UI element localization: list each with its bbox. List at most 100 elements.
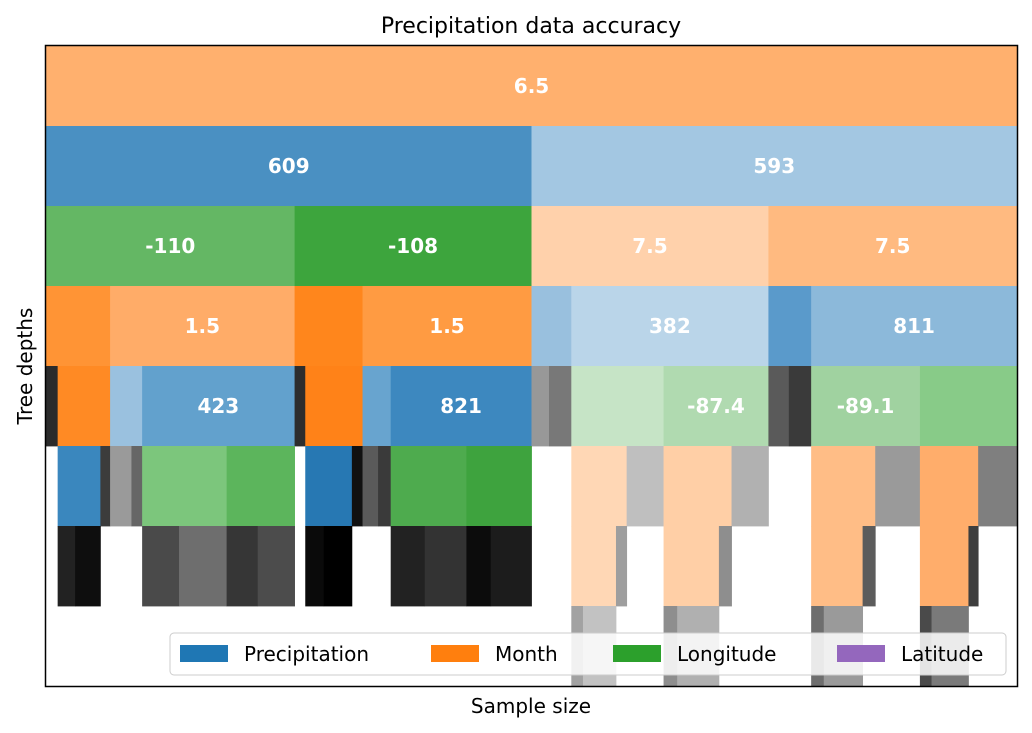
icicle-node-label: 7.5 [875, 234, 910, 258]
icicle-node-d6-59 [390, 526, 426, 607]
icicle-node-d3-12 [571, 286, 769, 367]
icicle-node-d4-24 [548, 366, 572, 447]
legend-label-longitude: Longitude [677, 642, 776, 666]
icicle-node-d6-62 [490, 526, 532, 607]
icicle-node-d5-43 [571, 446, 628, 527]
icicle-node-d3-13 [768, 286, 812, 367]
icicle-node-d6-63 [571, 526, 617, 607]
icicle-node-label: 1.5 [185, 314, 220, 338]
icicle-node-d4-28 [788, 366, 812, 447]
icicle-node-label: 609 [268, 154, 310, 178]
icicle-node-d0-0 [46, 46, 1018, 127]
icicle-node-d5-47 [811, 446, 876, 527]
icicle-node-d3-14 [811, 286, 1018, 367]
legend-swatch-precipitation [180, 645, 228, 662]
icicle-node-label: -89.1 [837, 394, 895, 418]
icicle-node-d2-3 [46, 206, 295, 287]
icicle-node-d6-67 [811, 526, 864, 607]
icicle-node-d6-56 [257, 526, 295, 607]
icicle-node-d6-51 [57, 526, 76, 607]
icicle-node-d5-34 [131, 446, 143, 527]
icicle-node-d3-11 [531, 286, 572, 367]
icicle-node-d6-58 [323, 526, 353, 607]
icicle-node-label: 7.5 [632, 234, 667, 258]
legend-box [169, 632, 1007, 676]
icicle-node-d3-8 [110, 286, 295, 367]
icicle-node-d4-16 [57, 366, 111, 447]
icicle-node-d1-1 [46, 126, 532, 207]
icicle-node-d5-38 [351, 446, 363, 527]
icicle-node-d5-42 [466, 446, 532, 527]
icicle-node-d6-52 [75, 526, 101, 607]
icicle-node-d4-18 [142, 366, 295, 447]
legend-label-latitude: Latitude [901, 642, 983, 666]
icicle-node-label: 1.5 [429, 314, 464, 338]
icicle-node-d6-57 [305, 526, 325, 607]
icicle-node-d4-22 [390, 366, 532, 447]
icicle-node-d6-60 [424, 526, 467, 607]
icicle-node-d4-29 [811, 366, 921, 447]
icicle-node-d5-48 [875, 446, 921, 527]
icicle-node-d5-49 [919, 446, 979, 527]
icicle-node-d2-4 [294, 206, 532, 287]
icicle-node-label: -87.4 [687, 394, 745, 418]
icicle-node-d2-5 [531, 206, 769, 287]
legend-label-precipitation: Precipitation [244, 642, 369, 666]
icicle-node-d5-40 [378, 446, 392, 527]
icicle-node-d5-32 [100, 446, 111, 527]
icicle-node-d4-15 [46, 366, 59, 447]
legend-label-month: Month [495, 642, 558, 666]
icicle-node-d4-27 [768, 366, 790, 447]
x-axis-label: Sample size [471, 694, 591, 718]
icicle-node-d5-46 [731, 446, 769, 527]
icicle-node-d5-39 [362, 446, 379, 527]
icicle-node-label: 821 [440, 394, 482, 418]
icicle-node-d5-45 [663, 446, 732, 527]
icicle-node-label: 382 [649, 314, 691, 338]
icicle-node-d3-9 [294, 286, 363, 367]
plot-frame [44, 44, 1019, 688]
icicle-node-d2-6 [768, 206, 1018, 287]
icicle-node-label: 6.5 [514, 74, 549, 98]
icicle-node-label: 811 [893, 314, 935, 338]
icicle-node-d4-23 [531, 366, 550, 447]
y-axis-label: Tree depths [13, 308, 37, 426]
legend-swatch-month [431, 645, 479, 662]
chart-title: Precipitation data accuracy [381, 14, 681, 39]
icicle-node-d4-30 [919, 366, 1018, 447]
icicle-node-d6-69 [919, 526, 969, 607]
icicle-node-d5-33 [110, 446, 132, 527]
icicle-node-d5-41 [390, 446, 467, 527]
icicle-node-d4-20 [305, 366, 363, 447]
icicle-node-d6-55 [226, 526, 259, 607]
icicle-node-d6-53 [142, 526, 180, 607]
icicle-node-d6-68 [862, 526, 876, 607]
plot-area: 6.5 609 593 -110 -108 7.5 7.5 1.5 1.5 382 811 423 82… [46, 46, 1018, 687]
legend: Precipitation Month Longitude Latitude [169, 632, 1007, 676]
icicle-node-d6-65 [663, 526, 720, 607]
icicle-node-d5-50 [978, 446, 1018, 527]
icicle-node-d6-61 [466, 526, 492, 607]
icicle-node-d5-35 [142, 446, 228, 527]
icicle-node-d5-44 [626, 446, 664, 527]
icicle-node-d4-26 [663, 366, 769, 447]
icicle-node-d5-31 [57, 446, 101, 527]
icicle-node-label: 423 [197, 394, 239, 418]
icicle-node-label: -110 [145, 234, 195, 258]
icicle-node-d5-37 [305, 446, 353, 527]
icicle-node-d1-2 [531, 126, 1018, 207]
icicle-node-d4-17 [110, 366, 143, 447]
icicle-node-d6-70 [968, 526, 979, 607]
icicle-node-d5-36 [226, 446, 295, 527]
icicle-node-d4-21 [362, 366, 392, 447]
icicle-node-d6-64 [615, 526, 628, 607]
icicle-node-d6-54 [179, 526, 228, 607]
icicle-node-d3-7 [46, 286, 111, 367]
legend-swatch-longitude [613, 645, 661, 662]
icicle-node-d3-10 [362, 286, 532, 367]
icicle-node-d6-66 [718, 526, 732, 607]
icicle-node-label: -108 [388, 234, 438, 258]
icicle-node-label: 593 [753, 154, 795, 178]
legend-swatch-latitude [837, 645, 885, 662]
